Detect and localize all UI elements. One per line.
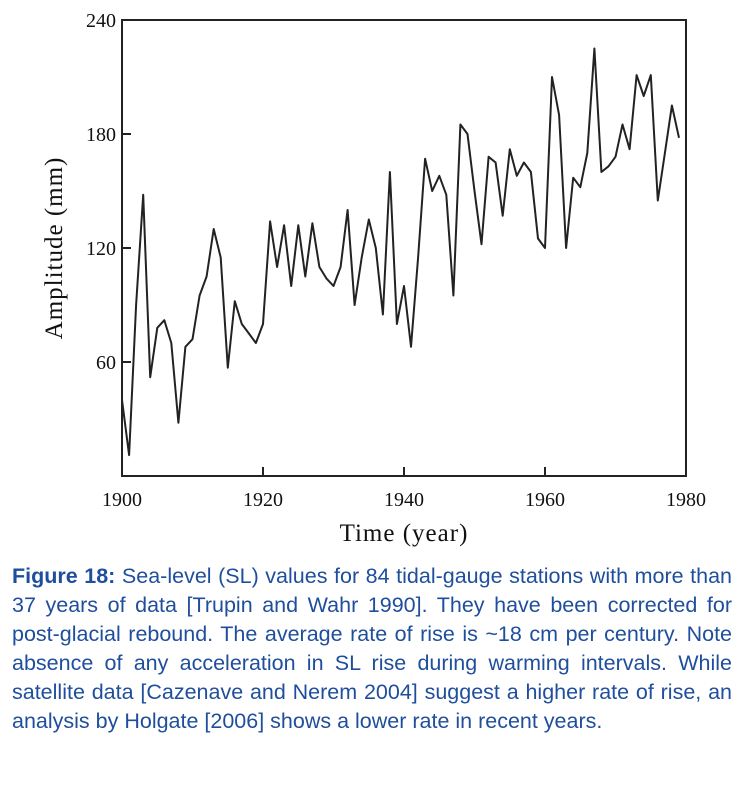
x-tick-label: 1940 xyxy=(384,489,424,511)
chart: Time (year) Amplitude (mm) 60 120 180 240 19… xyxy=(41,10,706,547)
y-tick-label: 180 xyxy=(86,124,116,146)
caption-label: Figure 18: xyxy=(12,564,116,588)
y-tick-label: 120 xyxy=(86,238,116,260)
data-line xyxy=(121,47,680,457)
y-tick-label: 60 xyxy=(96,352,116,374)
caption: Figure 18: Sea-level (SL) values for 84 … xyxy=(12,562,732,736)
x-tick-label: 1960 xyxy=(525,489,565,511)
x-tick-label: 1900 xyxy=(102,489,142,511)
caption-text: Sea-level (SL) values for 84 tidal-gauge… xyxy=(12,564,732,733)
x-axis-label: Time (year) xyxy=(340,520,469,547)
x-tick-label: 1920 xyxy=(243,489,283,511)
y-axis-label: Amplitude (mm) xyxy=(41,157,68,340)
x-tick-label: 1980 xyxy=(666,489,706,511)
y-tick-label: 240 xyxy=(86,10,116,32)
plot-frame xyxy=(121,19,687,477)
